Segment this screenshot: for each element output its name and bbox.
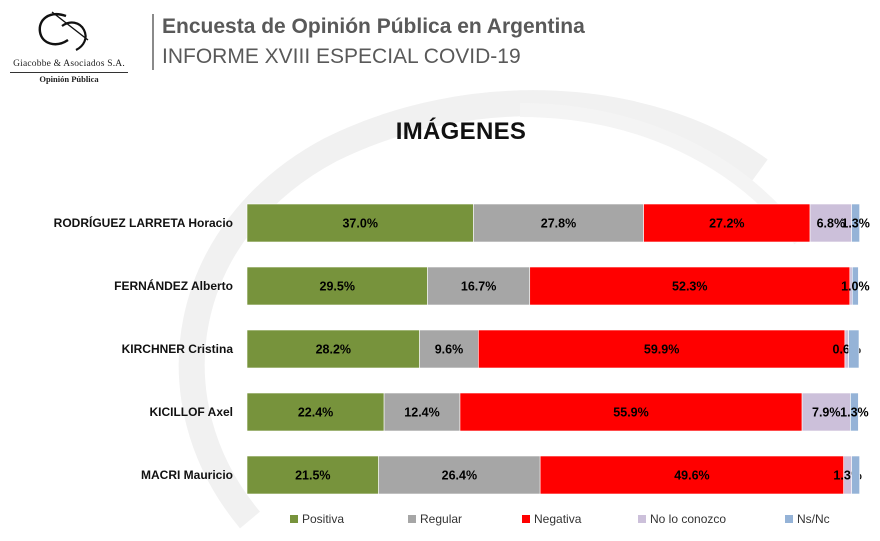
legend-item: No lo conozco [638, 512, 726, 526]
bar-segment [419, 329, 479, 369]
legend-label: Positiva [302, 512, 345, 526]
bar-segment [851, 266, 859, 306]
data-label: 12.4% [404, 406, 439, 420]
logo-subtitle: Opinión Pública [39, 74, 99, 84]
report-title: Encuesta de Opinión Pública en Argentina [162, 15, 585, 38]
data-label: 1.0% [841, 280, 870, 294]
data-label: 26.4% [442, 469, 477, 483]
data-label: 27.2% [709, 217, 744, 231]
category-label: KIRCHNER Cristina [122, 342, 234, 356]
legend-label: Negativa [534, 512, 582, 526]
logo-mark [38, 11, 89, 51]
data-label: 55.9% [613, 406, 648, 420]
bar-segment [427, 266, 531, 306]
bar-segment [246, 266, 428, 306]
legend-swatch [408, 515, 416, 523]
legend-item: Positiva [290, 512, 344, 526]
category-label: MACRI Mauricio [141, 468, 233, 482]
bar-segment [459, 392, 803, 432]
data-label: 7.9% [812, 406, 841, 420]
legend-label: Regular [420, 512, 463, 526]
company-logo: Giacobbe & Asociados S.A. Opinión Públic… [4, 4, 134, 84]
bar-segment [246, 203, 474, 243]
bar-segment [848, 329, 860, 369]
logo-rule [10, 72, 128, 73]
legend-swatch [290, 515, 298, 523]
data-label: 1.3% [840, 406, 869, 420]
data-label: 37.0% [342, 217, 377, 231]
data-label: 59.9% [644, 343, 679, 357]
bar-segment [851, 455, 860, 495]
bar-segment [478, 329, 846, 369]
legend-label: No lo conozco [650, 512, 727, 526]
bar-segment [383, 392, 461, 432]
legend-swatch [522, 515, 530, 523]
bar-segment [850, 392, 859, 432]
bar-segment [809, 203, 852, 243]
category-label: FERNÁNDEZ Alberto [114, 278, 233, 293]
legend-item: Ns/Nc [785, 512, 830, 526]
legend-swatch [638, 515, 646, 523]
data-label: 16.7% [461, 280, 496, 294]
data-label: 22.4% [298, 406, 333, 420]
data-label: 21.5% [295, 469, 330, 483]
data-label: 49.6% [674, 469, 709, 483]
logo-company-name: Giacobbe & Asociados S.A. [13, 59, 125, 69]
legend-label: Ns/Nc [797, 512, 830, 526]
category-label: KICILLOF Axel [149, 405, 233, 419]
bar-segment [539, 455, 845, 495]
bar-segment [473, 203, 644, 243]
data-label: 9.6% [435, 343, 464, 357]
data-label: 28.2% [316, 343, 351, 357]
legend-item: Negativa [522, 512, 581, 526]
bar-segment [851, 203, 860, 243]
bar-segment [643, 203, 811, 243]
data-label: 1.3% [841, 217, 870, 231]
category-label: RODRÍGUEZ LARRETA Horacio [54, 215, 233, 230]
header-divider [152, 14, 154, 70]
data-label: 29.5% [320, 280, 355, 294]
bar-segment [801, 392, 851, 432]
report-subtitle: INFORME XVIII ESPECIAL COVID-19 [162, 45, 521, 68]
legend-swatch [785, 515, 793, 523]
chart-title: IMÁGENES [395, 118, 527, 145]
bar-segment [378, 455, 541, 495]
legend-item: Regular [408, 512, 462, 526]
bar-segment [246, 455, 379, 495]
data-label: 27.8% [541, 217, 576, 231]
bar-segment [246, 392, 385, 432]
data-label: 52.3% [672, 280, 707, 294]
data-label: 6.8% [817, 217, 846, 231]
bar-segment [246, 329, 420, 369]
bar-segment [529, 266, 851, 306]
